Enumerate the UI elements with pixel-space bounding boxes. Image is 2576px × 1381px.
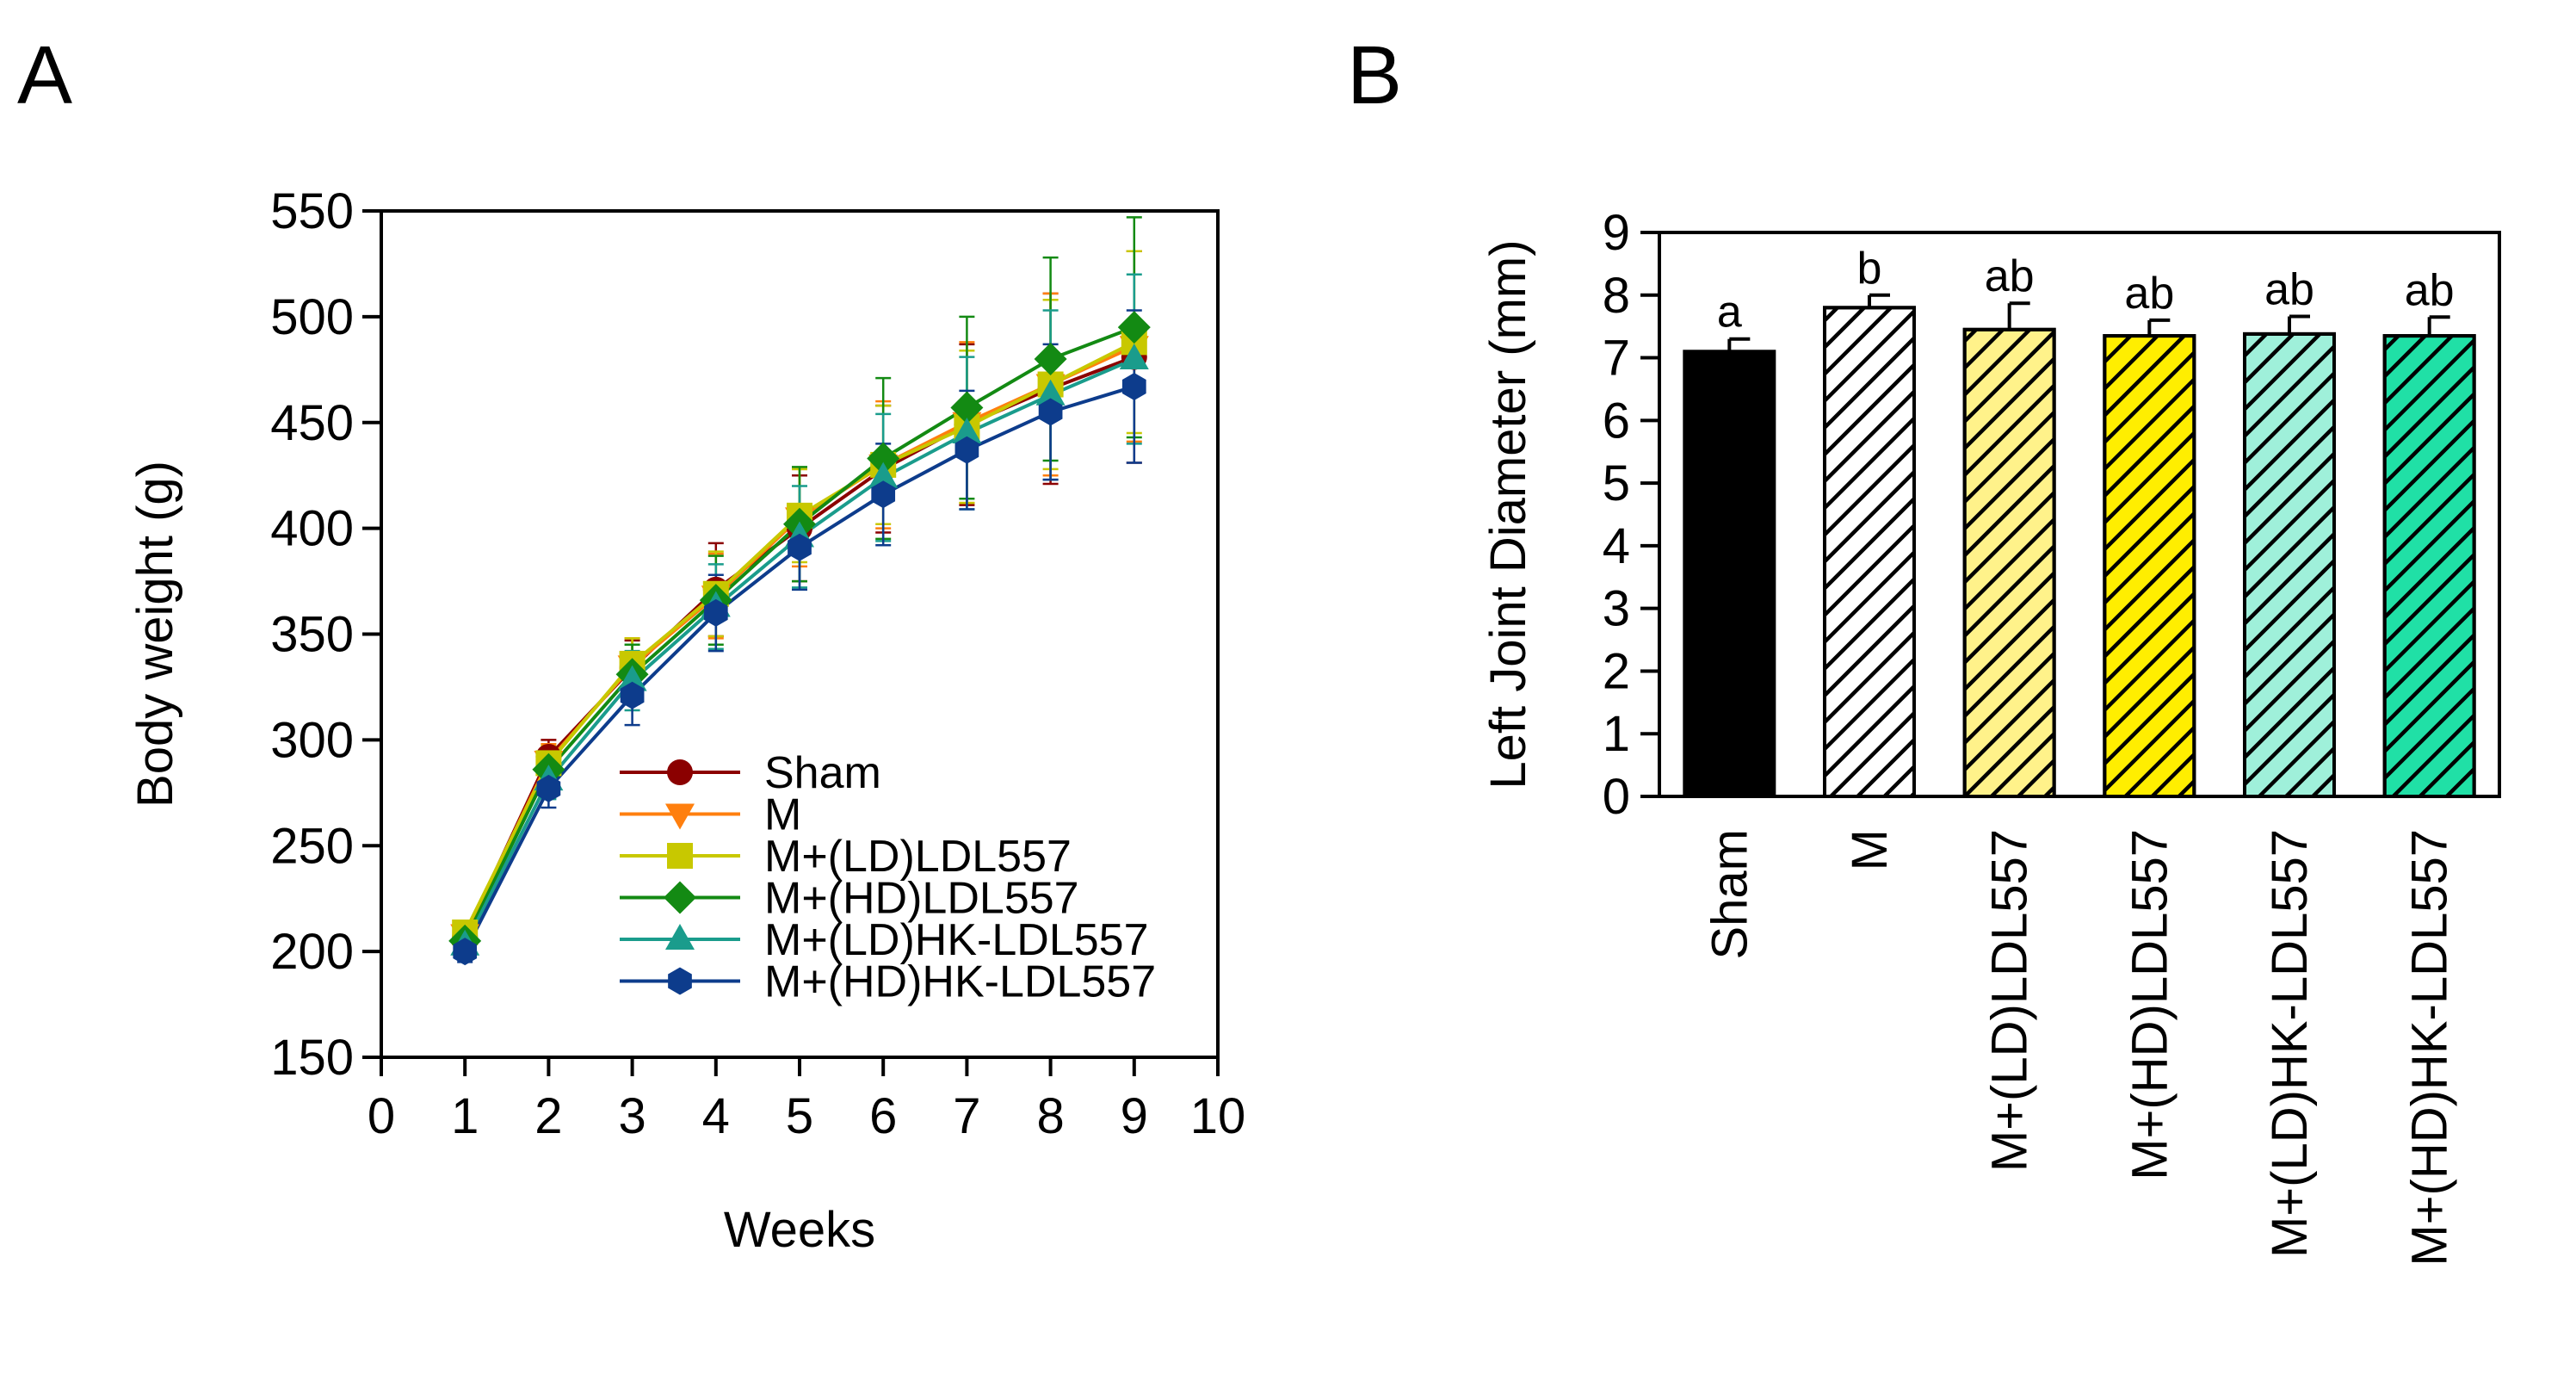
- legend-marker-hexagon: [668, 967, 692, 995]
- legend-marker-triangle-up: [665, 924, 695, 950]
- bar-hatch-3: [2103, 334, 2196, 799]
- legend-label: M+(LD)HK-LDL557: [764, 915, 1149, 965]
- data-point-hexagon: [1038, 398, 1063, 426]
- category-label: M+(LD)LDL557: [1982, 829, 2038, 1172]
- panel-label-b: B: [1347, 29, 1402, 121]
- x-tick-label: 0: [368, 1088, 395, 1144]
- y-tick-label: 9: [1603, 205, 1630, 261]
- category-label: M: [1842, 829, 1898, 870]
- y-tick-label: 4: [1603, 518, 1630, 574]
- chart-a-axes: 150 200 250 300 350 400 450 500 550 0 1 2 3 4 5 6 7 8 9 10: [270, 183, 1245, 1144]
- y-tick-label: 6: [1603, 393, 1630, 449]
- x-tick-label: 5: [786, 1088, 813, 1144]
- data-point-hexagon: [1121, 372, 1146, 400]
- x-tick-label: 1: [451, 1088, 479, 1144]
- data-point-diamond: [950, 391, 984, 424]
- data-point-hexagon: [703, 598, 728, 627]
- significance-label: b: [1857, 244, 1882, 294]
- bar-hatch-5: [2382, 334, 2476, 799]
- significance-label: ab: [2264, 265, 2314, 315]
- data-point-triangle-up: [1119, 344, 1149, 370]
- y-tick-label: 450: [270, 395, 354, 451]
- chart-a-markers: [448, 311, 1151, 966]
- chart-b-axes: 0 1 2 3 4 5 6 7 8 9: [1603, 205, 1659, 825]
- significance-label: ab: [1985, 251, 2035, 301]
- legend-label: Sham: [764, 748, 881, 798]
- legend-marker-square: [667, 843, 693, 869]
- chart-a-y-axis-title: Body weight (g): [127, 461, 183, 808]
- chart-b-y-axis-title: Left Joint Diameter (mm): [1480, 239, 1536, 789]
- bar-hatch-4: [2243, 331, 2336, 798]
- y-tick-label: 200: [270, 924, 354, 980]
- data-point-triangle-up: [617, 665, 647, 691]
- legend-marker-triangle-down: [665, 803, 695, 830]
- data-point-hexagon: [620, 681, 645, 709]
- data-point-hexagon: [871, 480, 896, 509]
- x-tick-label: 8: [1036, 1088, 1064, 1144]
- significance-label: a: [1717, 288, 1742, 338]
- bar-0: [1683, 350, 1776, 798]
- y-tick-label: 500: [270, 289, 354, 345]
- y-tick-label: 400: [270, 501, 354, 557]
- chart-b-error-bars: [1727, 293, 2450, 352]
- data-point-triangle-up: [952, 418, 982, 444]
- bar-hatch-2: [1962, 327, 2056, 798]
- chart-a-legend: ShamMM+(LD)LDL557M+(HD)LDL557M+(LD)HK-LD…: [620, 748, 1156, 1007]
- y-tick-label: 150: [270, 1030, 354, 1086]
- y-tick-label: 300: [270, 712, 354, 768]
- data-point-hexagon: [453, 938, 478, 966]
- chart-b-category-labels: Sham M M+(LD)LDL557 M+(HD)LDL557 M+(LD)HK-LD…: [1702, 829, 2457, 1266]
- y-tick-label: 350: [270, 607, 354, 663]
- data-point-hexagon: [788, 533, 812, 561]
- significance-label: ab: [2124, 269, 2174, 319]
- data-point-hexagon: [954, 436, 979, 464]
- bar-hatch-1: [1823, 306, 1916, 799]
- x-tick-label: 6: [869, 1088, 897, 1144]
- data-point-triangle-up: [1035, 379, 1066, 406]
- y-tick-label: 5: [1603, 455, 1630, 511]
- y-tick-label: 250: [270, 818, 354, 874]
- data-point-hexagon: [536, 774, 561, 802]
- x-tick-label: 9: [1121, 1088, 1148, 1144]
- category-label: M+(HD)HK-LDL557: [2402, 829, 2458, 1266]
- data-point-diamond: [867, 442, 900, 475]
- data-point-diamond: [1117, 311, 1151, 344]
- category-label: M+(HD)LDL557: [2122, 829, 2178, 1180]
- chart-a-x-axis-title: Weeks: [724, 1202, 875, 1258]
- x-tick-label: 4: [702, 1088, 730, 1144]
- x-tick-label: 10: [1190, 1088, 1246, 1144]
- y-tick-label: 2: [1603, 643, 1630, 699]
- y-tick-label: 550: [270, 183, 354, 239]
- legend-label: M+(HD)LDL557: [764, 874, 1079, 924]
- y-tick-label: 8: [1603, 268, 1630, 324]
- category-label: M+(LD)HK-LDL557: [2262, 829, 2318, 1258]
- legend-label: M: [764, 790, 801, 840]
- chart-b-bars: [1683, 306, 2476, 799]
- x-tick-label: 3: [618, 1088, 646, 1144]
- legend-label: M+(HD)HK-LDL557: [764, 957, 1156, 1007]
- data-point-diamond: [1034, 343, 1067, 376]
- x-tick-label: 2: [534, 1088, 562, 1144]
- significance-label: ab: [2405, 265, 2455, 315]
- category-label: Sham: [1702, 829, 1757, 960]
- y-tick-label: 1: [1603, 706, 1630, 762]
- y-tick-label: 7: [1603, 331, 1630, 387]
- y-tick-label: 3: [1603, 581, 1630, 637]
- chart-b-plot-frame: [1658, 231, 2501, 798]
- chart-b-significance-letters: ab ab ab ab ab: [1717, 244, 2455, 338]
- legend-marker-circle: [667, 759, 693, 785]
- legend-label: M+(LD)LDL557: [764, 832, 1072, 882]
- data-point-triangle-up: [868, 461, 899, 488]
- x-tick-label: 7: [953, 1088, 980, 1144]
- legend-marker-diamond: [664, 881, 696, 914]
- panel-label-a: A: [17, 29, 72, 121]
- y-tick-label: 0: [1603, 769, 1630, 825]
